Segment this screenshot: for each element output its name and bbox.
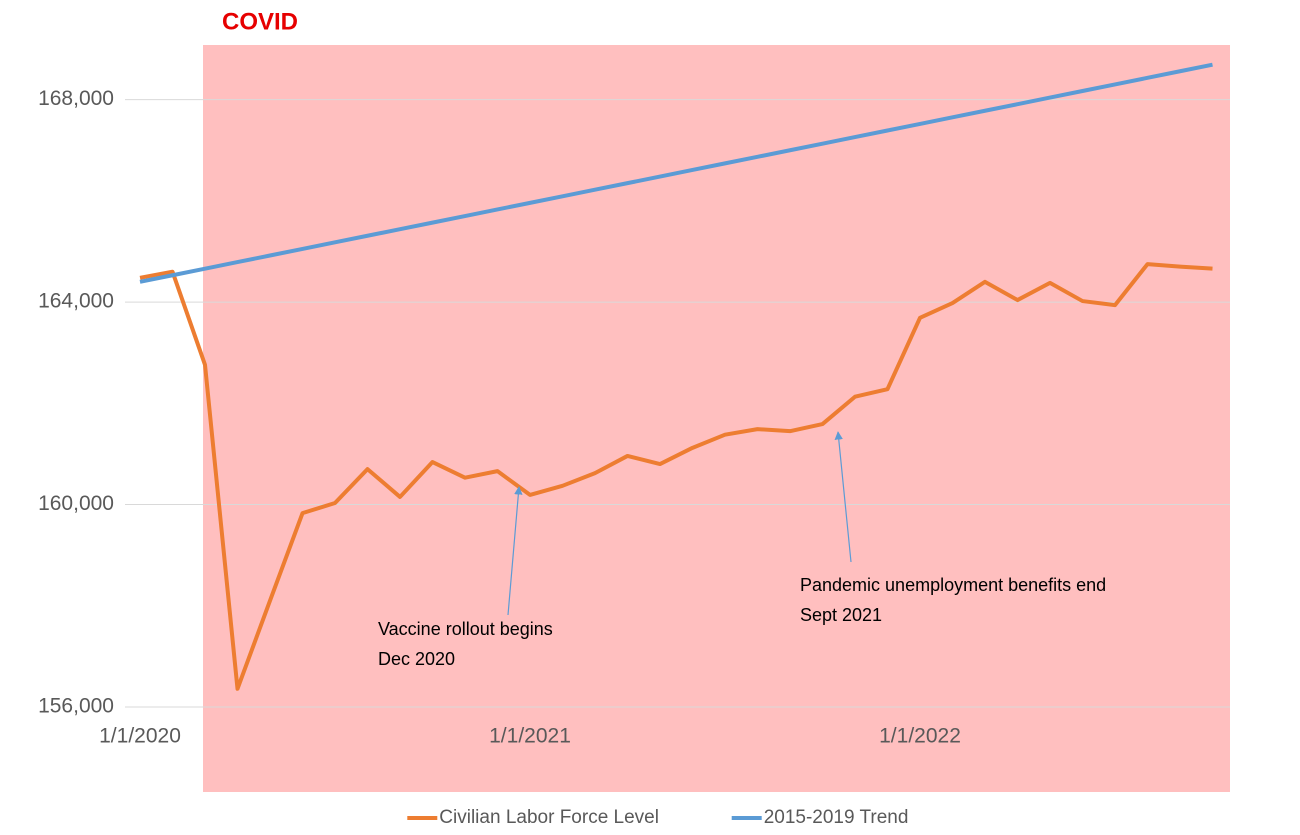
y-tick-label: 156,000 bbox=[38, 695, 114, 718]
x-tick-label: 1/1/2021 bbox=[489, 725, 571, 748]
y-tick-label: 168,000 bbox=[38, 87, 114, 110]
annotation-arrow bbox=[507, 486, 523, 616]
annotation: Dec 2020 bbox=[378, 649, 455, 669]
covid-shade bbox=[203, 45, 1230, 792]
annotation-arrow bbox=[834, 431, 852, 563]
chart-title: COVID bbox=[222, 8, 298, 35]
annotation: Sept 2021 bbox=[800, 605, 882, 625]
series-line bbox=[139, 262, 1213, 691]
legend-label: 2015-2019 Trend bbox=[764, 807, 909, 828]
y-tick-label: 160,000 bbox=[38, 492, 114, 515]
y-tick-label: 164,000 bbox=[38, 290, 114, 313]
x-tick-label: 1/1/2022 bbox=[879, 725, 961, 748]
legend-label: Civilian Labor Force Level bbox=[439, 807, 659, 828]
annotation: Vaccine rollout begins bbox=[378, 619, 553, 639]
annotation: Pandemic unemployment benefits end bbox=[800, 575, 1106, 595]
x-tick-label: 1/1/2020 bbox=[99, 725, 181, 748]
series-line bbox=[139, 62, 1213, 284]
